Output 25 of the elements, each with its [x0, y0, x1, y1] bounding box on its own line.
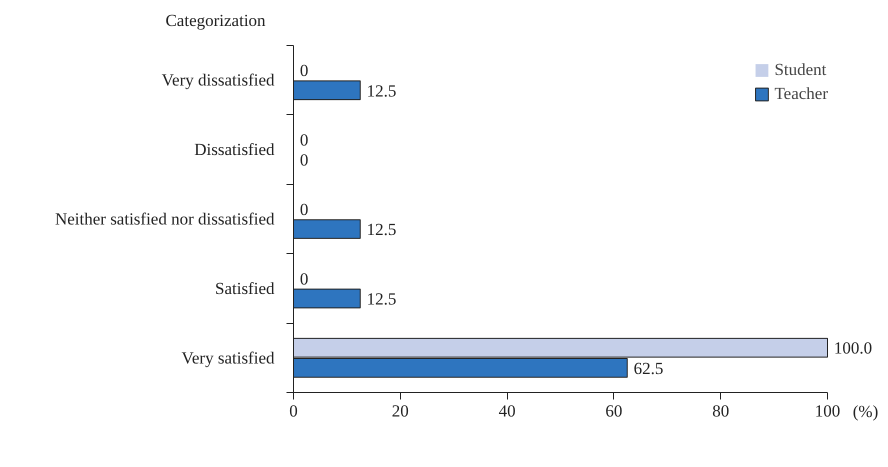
y-axis-title: Categorization: [165, 11, 266, 30]
legend-label: Student: [774, 60, 826, 80]
data-label: 0: [300, 61, 308, 80]
x-axis-title: (%): [852, 402, 878, 421]
y-tick-label: Dissatisfied: [194, 140, 275, 160]
x-tick-label: 40: [498, 402, 516, 420]
data-label: 62.5: [634, 358, 664, 378]
x-tick-label: 60: [605, 402, 622, 420]
y-tick-label: Satisfied: [215, 278, 275, 298]
data-label: 12.5: [366, 220, 396, 240]
data-label: 12.5: [366, 81, 396, 100]
legend-label: Teacher: [774, 84, 828, 104]
data-label: 0: [300, 269, 308, 288]
data-label: 0: [300, 130, 308, 150]
y-tick-label: Very dissatisfied: [162, 70, 275, 90]
data-label: 12.5: [366, 289, 396, 308]
y-tick-label: Neither satisfied nor dissatisfied: [54, 210, 275, 228]
x-tick-label: 20: [392, 402, 409, 420]
data-label: 0: [300, 200, 308, 219]
y-tick-label: Very satisfied: [182, 348, 275, 368]
x-tick-label: 0: [289, 402, 298, 420]
data-label: 100.0: [834, 338, 872, 358]
data-label: 0: [300, 150, 308, 170]
x-tick-label: 100: [814, 402, 840, 420]
x-tick-label: 80: [712, 402, 730, 420]
